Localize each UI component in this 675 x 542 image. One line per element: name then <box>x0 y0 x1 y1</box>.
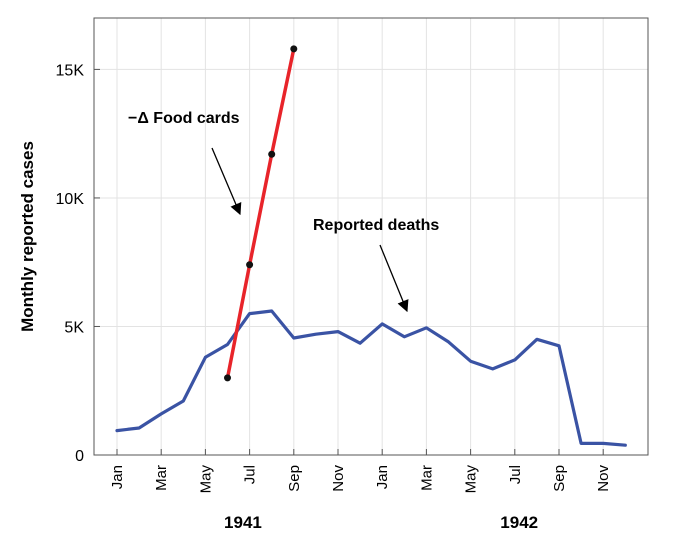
data-point <box>290 45 298 53</box>
reported-deaths-arrow <box>379 244 409 313</box>
data-point <box>268 150 276 158</box>
x-tick-label: Nov <box>595 465 612 492</box>
series-line-0 <box>115 309 627 447</box>
y-tick-label: 5K <box>64 319 84 336</box>
year-label: 1941 <box>224 513 262 532</box>
year-label: 1942 <box>500 513 538 532</box>
x-tick-label: Jan <box>374 465 391 489</box>
x-tick-label: Nov <box>330 465 347 492</box>
y-tick-label: 15K <box>56 62 85 79</box>
y-tick-label: 0 <box>75 448 84 465</box>
x-tick-label: Jul <box>242 465 259 484</box>
y-ticks: 0 5K 10K 15K <box>56 62 100 465</box>
series-layer <box>115 45 627 447</box>
food-cards-annotation: −Δ Food cards <box>128 110 240 127</box>
x-tick-label: May <box>197 465 214 494</box>
x-tick-label: Mar <box>418 465 435 491</box>
x-tick-label: Jan <box>109 465 126 489</box>
data-point <box>224 374 231 382</box>
x-tick-label: Sep <box>286 465 303 492</box>
series-line-1 <box>225 47 296 380</box>
y-axis-label: Monthly reported cases <box>18 141 37 332</box>
x-tick-label: Mar <box>153 465 170 491</box>
food-cards-arrow <box>211 147 242 216</box>
plot-frame <box>93 17 649 456</box>
x-tick-label: Sep <box>551 465 568 492</box>
annotations: −Δ Food cards Reported deaths <box>128 110 439 313</box>
y-tick-label: 10K <box>56 191 85 208</box>
reported-deaths-annotation: Reported deaths <box>313 217 439 234</box>
year-labels: 1941 1942 <box>224 513 538 532</box>
x-tick-label: Jul <box>507 465 524 484</box>
grid <box>94 18 648 455</box>
x-ticks: Jan Mar May Jul Sep Nov Jan Mar May Jul Sep Nov <box>109 449 612 493</box>
data-point <box>246 261 254 269</box>
x-tick-label: May <box>463 465 480 494</box>
